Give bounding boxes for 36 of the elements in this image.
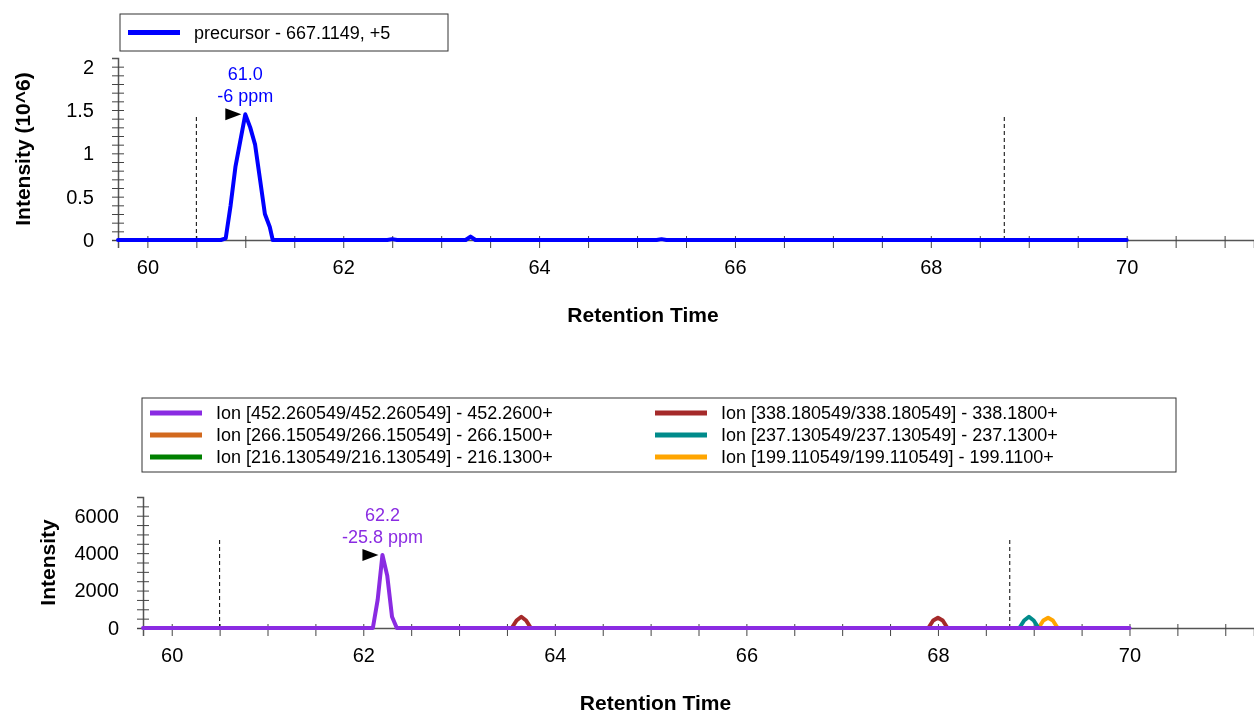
x-tick-label: 70 (1118, 644, 1142, 667)
x-tick-label: 60 (161, 644, 184, 667)
y-tick-label: 6000 (74, 504, 119, 527)
y-tick-label: 1 (82, 142, 94, 165)
y-tick-label: 0.5 (66, 185, 94, 208)
y-tick-label: 4000 (74, 542, 119, 565)
x-tick-label: 62 (352, 644, 375, 667)
x-tick-label: 64 (528, 256, 551, 279)
annotation: 62.2 -25.8 ppm (341, 505, 423, 548)
legend-label: Ion [199.110549/199.110549] - 199.1100+ (721, 447, 1054, 468)
x-tick-label: 66 (735, 644, 759, 667)
legend-label: Ion [266.150549/266.150549] - 266.1500+ (216, 425, 553, 446)
x-tick-label: 68 (920, 256, 943, 279)
y-axis-title: Intensity (36, 519, 59, 606)
y-tick-label: 0 (82, 228, 94, 251)
legend-label: precursor - 667.1149, +5 (194, 22, 391, 43)
legend-label: Ion [452.260549/452.260549] - 452.2600+ (216, 403, 553, 424)
x-tick-label: 62 (332, 256, 355, 279)
x-axis-title: Retention Time (567, 303, 719, 326)
x-tick-label: 64 (544, 644, 567, 667)
y-axis-title: Intensity (10^6) (11, 72, 34, 226)
legend-label: Ion [338.180549/338.180549] - 338.1800+ (721, 403, 1058, 424)
x-tick-label: 68 (927, 644, 950, 667)
y-tick-label: 2000 (74, 579, 119, 602)
y-tick-label: 1.5 (66, 98, 94, 121)
legend-label: Ion [216.130549/216.130549] - 216.1300+ (216, 447, 553, 468)
y-tick-label: 0 (107, 616, 119, 639)
y-tick-label: 2 (82, 55, 94, 78)
annotation: 61.0 -6 ppm (217, 64, 274, 107)
x-tick-label: 70 (1116, 256, 1139, 279)
x-tick-label: 60 (136, 256, 159, 279)
x-tick-label: 66 (724, 256, 747, 279)
x-axis-title: Retention Time (579, 691, 732, 714)
line-series (141, 553, 1132, 630)
legend-label: Ion [237.130549/237.130549] - 237.1300+ (721, 425, 1058, 446)
line-series (116, 112, 1129, 242)
